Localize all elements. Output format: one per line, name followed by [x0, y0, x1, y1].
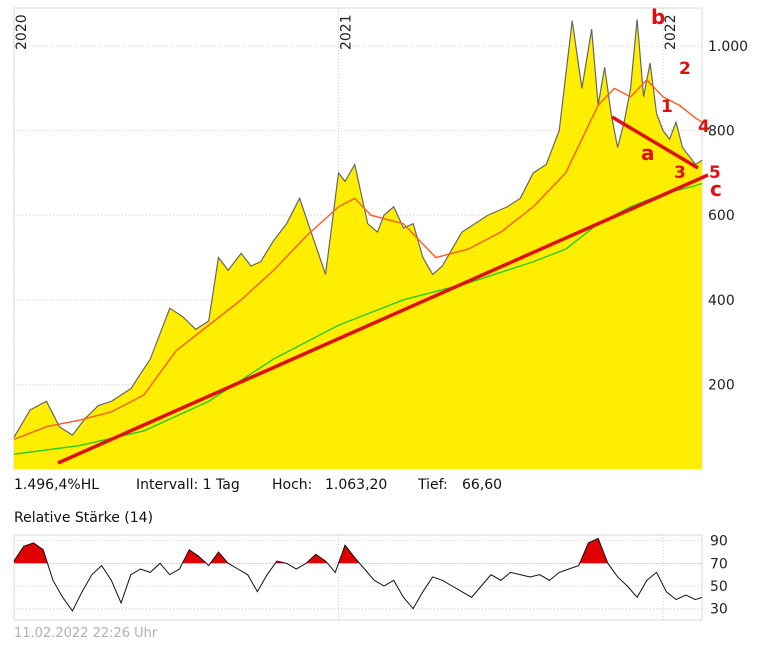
- rsi-y-tick-label: 90: [710, 534, 728, 550]
- price-area-fill: [14, 19, 702, 470]
- timestamp-footer: 11.02.2022 22:26 Uhr: [14, 626, 158, 641]
- annotation-wave-5: 5: [709, 163, 721, 183]
- price-y-tick-label: 600: [708, 208, 735, 224]
- annotation-c: c: [710, 177, 722, 201]
- trendline-a: [611, 115, 699, 170]
- price-y-tick-label: 800: [708, 124, 735, 140]
- price-x-tick-label: 2022: [663, 14, 679, 50]
- high-value: 1.063,20: [325, 477, 388, 493]
- price-x-tick-label: 2020: [14, 14, 30, 50]
- rsi-panel: [13, 534, 703, 621]
- annotation-b: b: [651, 5, 665, 29]
- rsi-line: [13, 537, 703, 612]
- low-label: Tief:: [418, 477, 448, 493]
- rsi-y-tick-label: 30: [710, 602, 728, 618]
- rsi-title: Relative Stärke (14): [14, 510, 154, 526]
- annotation-wave-4: 4: [698, 117, 710, 137]
- rsi-y-tick-label: 50: [710, 579, 728, 595]
- price-x-tick-label: 2021: [339, 14, 355, 50]
- annotation-wave-3: 3: [674, 163, 686, 183]
- low-value: 66,60: [462, 477, 503, 493]
- annotation-wave-2: 2: [679, 59, 691, 79]
- price-line: [13, 19, 703, 438]
- price-y-tick-label: 200: [708, 377, 735, 393]
- annotation-wave-1: 1: [661, 97, 673, 117]
- rsi-y-tick-label: 70: [710, 556, 728, 572]
- performance-label: 1.496,4%HL: [14, 477, 100, 493]
- trendline-c: [57, 173, 709, 465]
- price-y-tick-label: 400: [708, 293, 735, 309]
- annotation-a: a: [641, 141, 655, 165]
- interval-label: Intervall: 1 Tag: [136, 477, 240, 493]
- price-y-tick-label: 1.000: [708, 39, 748, 55]
- ma-short-line: [13, 78, 703, 441]
- high-label: Hoch:: [272, 477, 313, 493]
